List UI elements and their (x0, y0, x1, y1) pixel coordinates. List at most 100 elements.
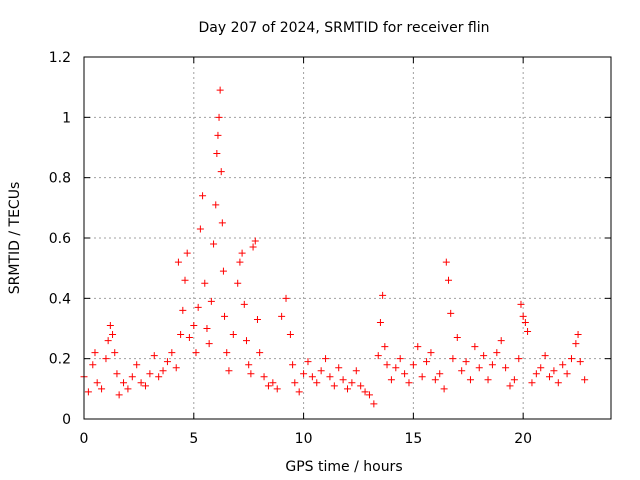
data-point (581, 376, 589, 384)
data-point (219, 267, 227, 275)
data-point (480, 352, 488, 360)
data-point (120, 379, 128, 387)
data-point (282, 294, 290, 302)
data-point (91, 349, 99, 357)
data-point (396, 355, 404, 363)
y-tick-label: 1.2 (49, 50, 71, 66)
data-point (524, 328, 532, 336)
data-point (326, 373, 334, 381)
data-point (300, 370, 308, 378)
data-point (242, 337, 250, 345)
x-tick-label: 15 (404, 431, 422, 447)
data-point (532, 370, 540, 378)
x-tick-label: 0 (80, 431, 89, 447)
data-point (379, 291, 387, 299)
data-point (322, 355, 330, 363)
data-point (559, 361, 567, 369)
data-point (383, 361, 391, 369)
data-point (352, 367, 360, 375)
data-point (159, 367, 167, 375)
data-point (215, 113, 223, 121)
x-tick-label: 20 (514, 431, 532, 447)
data-point (181, 276, 189, 284)
y-tick-label: 1 (62, 110, 71, 126)
data-point (207, 297, 215, 305)
data-point (488, 361, 496, 369)
data-point (210, 240, 218, 248)
data-point (212, 201, 220, 209)
data-point (335, 364, 343, 372)
data-point (381, 343, 389, 351)
data-point (339, 376, 347, 384)
data-point (213, 150, 221, 158)
data-point (179, 306, 187, 314)
data-point (376, 318, 384, 326)
y-tick-label: 0.2 (49, 352, 71, 368)
data-point (190, 321, 198, 329)
data-point (550, 367, 558, 375)
data-point (423, 358, 431, 366)
data-point (563, 370, 571, 378)
data-point (133, 361, 141, 369)
data-point (289, 361, 297, 369)
x-tick-label: 5 (189, 431, 198, 447)
data-point (251, 237, 259, 245)
data-point (249, 243, 257, 251)
x-axis-label: GPS time / hours (285, 459, 402, 475)
data-point (278, 312, 286, 320)
data-point (214, 131, 222, 139)
data-point (374, 352, 382, 360)
data-point (418, 373, 426, 381)
data-point (462, 358, 470, 366)
data-point (510, 376, 518, 384)
data-point (203, 325, 211, 332)
data-point (506, 382, 514, 390)
axis-ticks: 0 0.2 0.4 0.6 0.8 1 1.2 0 5 10 15 20 (49, 50, 611, 447)
data-point (317, 367, 325, 375)
data-point (264, 382, 272, 390)
data-point (238, 249, 246, 257)
data-point (537, 364, 545, 372)
data-point (273, 385, 281, 393)
data-point (546, 373, 554, 381)
data-point (440, 385, 448, 393)
data-point (205, 340, 213, 348)
data-point (576, 358, 584, 366)
data-point (253, 315, 261, 323)
data-point (313, 379, 321, 387)
data-point (240, 300, 248, 308)
data-point (541, 352, 549, 360)
y-tick-label: 0.4 (49, 291, 71, 307)
data-point (177, 331, 185, 339)
data-point (405, 379, 413, 387)
data-point (447, 309, 455, 317)
data-point (431, 376, 439, 384)
data-point (260, 373, 268, 381)
data-point (216, 86, 224, 94)
data-point (115, 391, 123, 399)
data-point (370, 400, 378, 408)
data-point (245, 361, 253, 369)
data-point (199, 192, 207, 200)
data-point (521, 318, 529, 326)
data-point (365, 391, 373, 399)
y-tick-label: 0.6 (49, 231, 71, 247)
data-point (572, 340, 580, 348)
data-point (98, 385, 106, 393)
data-point (497, 337, 505, 345)
data-point (554, 379, 562, 387)
data-point (414, 343, 422, 351)
data-point (106, 321, 114, 329)
data-point (217, 168, 225, 176)
data-point (128, 373, 136, 381)
data-point (574, 331, 582, 339)
data-point (269, 379, 277, 387)
data-point (286, 331, 294, 339)
data-point (104, 337, 112, 345)
data-point (291, 379, 299, 387)
data-point (183, 249, 191, 257)
data-point (163, 358, 171, 366)
y-axis-label: SRMTID / TECUs (7, 182, 23, 295)
data-point (453, 334, 461, 342)
